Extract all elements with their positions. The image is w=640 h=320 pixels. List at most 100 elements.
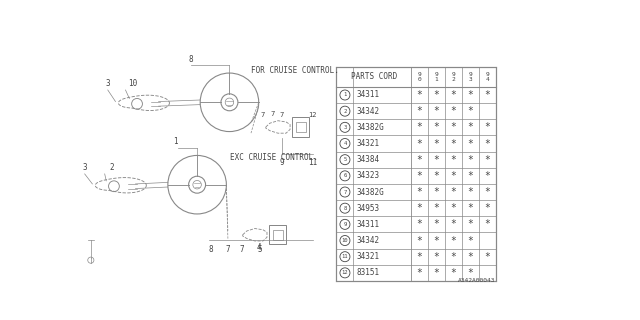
Text: A342A00043: A342A00043 [458, 278, 495, 283]
Text: 34311: 34311 [356, 91, 380, 100]
Text: *: * [434, 187, 440, 197]
Text: 9: 9 [343, 222, 347, 227]
Text: 2: 2 [343, 109, 347, 114]
Text: 10: 10 [342, 238, 348, 243]
Text: 34342: 34342 [356, 236, 380, 245]
Text: *: * [484, 171, 490, 181]
Text: 34953: 34953 [356, 204, 380, 213]
Text: 34382G: 34382G [356, 188, 384, 196]
Text: *: * [417, 187, 422, 197]
Text: *: * [451, 106, 456, 116]
Text: 8: 8 [209, 245, 213, 254]
Text: *: * [434, 219, 440, 229]
Text: *: * [484, 122, 490, 132]
Text: 5: 5 [258, 245, 262, 254]
Text: 11: 11 [308, 158, 317, 167]
Text: *: * [451, 203, 456, 213]
Text: *: * [434, 139, 440, 148]
Text: 9
1: 9 1 [435, 72, 438, 82]
Text: *: * [451, 268, 456, 278]
Text: *: * [484, 219, 490, 229]
Text: *: * [434, 106, 440, 116]
Text: *: * [451, 139, 456, 148]
Text: *: * [451, 155, 456, 165]
Text: *: * [434, 155, 440, 165]
Text: *: * [467, 203, 474, 213]
Text: *: * [451, 236, 456, 245]
Text: 8: 8 [189, 55, 193, 64]
Text: 34321: 34321 [356, 252, 380, 261]
Text: 7: 7 [260, 112, 265, 118]
Text: *: * [484, 139, 490, 148]
Text: *: * [417, 203, 422, 213]
Text: 10: 10 [129, 79, 138, 88]
Text: *: * [467, 106, 474, 116]
Text: *: * [417, 90, 422, 100]
Text: 7: 7 [239, 245, 244, 254]
Text: 9
2: 9 2 [452, 72, 456, 82]
Text: *: * [451, 171, 456, 181]
Text: *: * [467, 187, 474, 197]
Text: *: * [467, 219, 474, 229]
Text: 12: 12 [342, 270, 348, 276]
Text: *: * [451, 219, 456, 229]
Text: *: * [484, 155, 490, 165]
Text: *: * [451, 187, 456, 197]
Text: *: * [467, 268, 474, 278]
Text: *: * [451, 122, 456, 132]
Text: 2: 2 [109, 164, 114, 172]
Text: 11: 11 [342, 254, 348, 259]
Text: *: * [434, 122, 440, 132]
Text: 34382G: 34382G [356, 123, 384, 132]
Text: 34311: 34311 [356, 220, 380, 229]
Text: 34323: 34323 [356, 171, 380, 180]
Text: 9
0: 9 0 [418, 72, 422, 82]
Text: *: * [417, 122, 422, 132]
Text: PARTS CORD: PARTS CORD [351, 72, 397, 81]
Text: *: * [467, 122, 474, 132]
Text: *: * [484, 187, 490, 197]
Text: *: * [467, 155, 474, 165]
Text: FOR CRUISE CONTROL.: FOR CRUISE CONTROL. [251, 66, 339, 75]
Text: 9
4: 9 4 [486, 72, 489, 82]
Text: 7: 7 [280, 112, 284, 118]
Text: 5: 5 [343, 157, 347, 162]
Text: 4: 4 [343, 141, 347, 146]
Text: 3: 3 [343, 125, 347, 130]
Text: 7: 7 [225, 245, 230, 254]
Text: 1: 1 [343, 92, 347, 98]
Text: 9: 9 [280, 158, 284, 167]
Text: *: * [417, 268, 422, 278]
Text: 12: 12 [308, 112, 317, 118]
Text: *: * [434, 171, 440, 181]
Text: 3: 3 [83, 164, 87, 172]
Text: *: * [467, 252, 474, 262]
Bar [296, 122, 306, 132]
Text: *: * [451, 252, 456, 262]
Text: *: * [417, 106, 422, 116]
Text: *: * [417, 236, 422, 245]
Text: *: * [467, 236, 474, 245]
Text: *: * [467, 90, 474, 100]
Text: *: * [417, 252, 422, 262]
Text: *: * [434, 203, 440, 213]
Text: *: * [417, 219, 422, 229]
Text: *: * [434, 268, 440, 278]
Text: 1: 1 [173, 137, 178, 146]
Text: 8: 8 [343, 206, 347, 211]
Text: *: * [434, 90, 440, 100]
Text: *: * [484, 90, 490, 100]
Text: *: * [434, 252, 440, 262]
Bar [292, 117, 310, 137]
Text: *: * [434, 236, 440, 245]
Text: *: * [417, 171, 422, 181]
Text: 7: 7 [343, 189, 347, 195]
Text: *: * [467, 171, 474, 181]
Text: 4: 4 [257, 243, 261, 252]
Text: 83151: 83151 [356, 268, 380, 277]
Text: 34342: 34342 [356, 107, 380, 116]
Text: 7: 7 [271, 111, 275, 117]
Text: *: * [417, 155, 422, 165]
Bar [273, 230, 283, 240]
Text: 9
3: 9 3 [468, 72, 472, 82]
